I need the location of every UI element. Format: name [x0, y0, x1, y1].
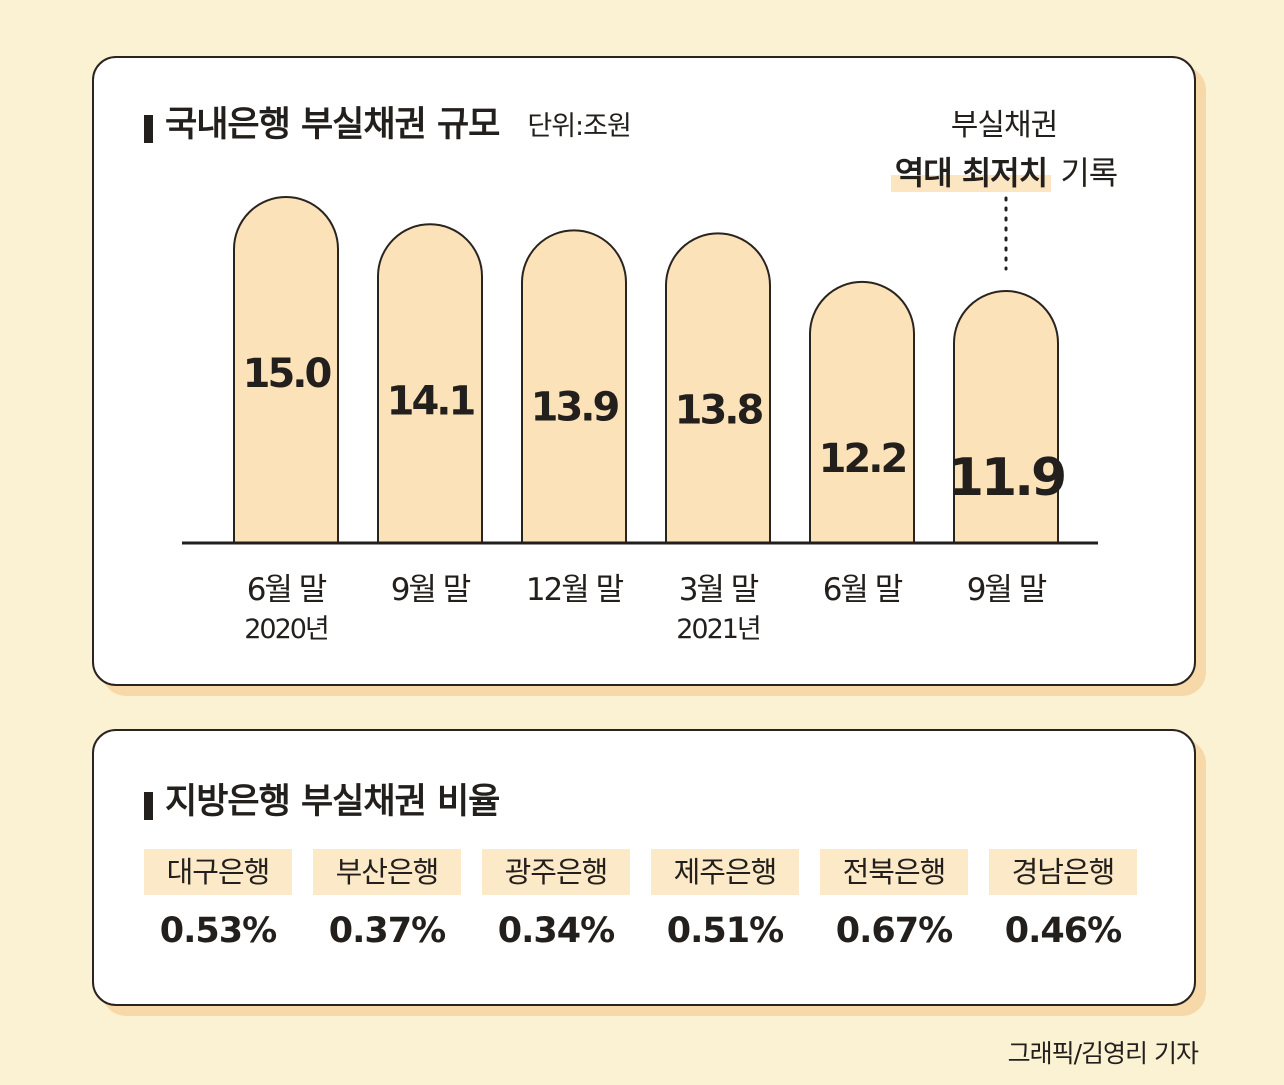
bank-column: 대구은행 0.53%: [144, 849, 292, 951]
x-tick-label: 6월 말: [247, 572, 327, 608]
annotation-highlight: 역대 최저치: [890, 154, 1052, 192]
bank-ratio: 0.51%: [666, 911, 784, 951]
bar-value-label: 13.9: [531, 384, 619, 430]
chart-title-row: 국내은행 부실채권 규모 단위:조원: [144, 96, 632, 147]
x-tick-label: 6월 말: [823, 572, 903, 608]
bank-name: 부산은행: [313, 849, 461, 895]
bank-ratio: 0.37%: [328, 911, 446, 951]
bar-value-label: 15.0: [243, 351, 331, 397]
bar-value-label: 13.8: [675, 387, 763, 433]
bank-ratio-table: 대구은행 0.53% 부산은행 0.37% 광주은행 0.34% 제주은행 0.…: [144, 849, 1137, 951]
bar: [809, 280, 915, 544]
graphic-credit: 그래픽/김영리 기자: [1007, 1039, 1199, 1068]
annotation-rest: 기록: [1060, 154, 1118, 192]
bar-value-label: 12.2: [819, 436, 906, 482]
bank-ratio: 0.67%: [835, 911, 953, 951]
bar-value-label: 11.9: [948, 448, 1064, 508]
x-tick-label: 3월 말: [679, 572, 759, 608]
bank-ratio: 0.34%: [497, 911, 615, 951]
bank-column: 제주은행 0.51%: [651, 849, 799, 951]
bar-chart-svg: 15.0 6월 말 2020년 14.1 9월 말 13.9 12월 말 13.8 3월 말 20…: [182, 196, 1098, 645]
x-tick-label: 9월 말: [967, 572, 1047, 608]
bar: [665, 232, 771, 544]
record-low-annotation: 부실채권 역대 최저치 기록: [854, 100, 1154, 194]
bank-ratio: 0.53%: [159, 911, 277, 951]
bank-column: 광주은행 0.34%: [482, 849, 630, 951]
annotation-line1: 부실채권: [950, 108, 1058, 143]
bank-ratio: 0.46%: [1004, 911, 1122, 951]
regional-title: 지방은행 부실채권 비율: [165, 782, 500, 822]
year-label: 2020년: [244, 614, 328, 645]
bar: [953, 290, 1059, 544]
bar: [377, 223, 483, 544]
year-label: 2021년: [676, 614, 760, 645]
bar-value-label: 14.1: [387, 378, 475, 424]
annotation-line2: 역대 최저치 기록: [854, 148, 1154, 194]
bank-name: 전북은행: [820, 849, 968, 895]
regional-title-row: 지방은행 부실채권 비율: [144, 773, 500, 824]
bank-name: 대구은행: [144, 849, 292, 895]
bank-column: 전북은행 0.67%: [820, 849, 968, 951]
bank-name: 제주은행: [651, 849, 799, 895]
bar: [233, 196, 339, 544]
x-tick-label: 12월 말: [526, 572, 624, 608]
bank-name: 광주은행: [482, 849, 630, 895]
bank-column: 부산은행 0.37%: [313, 849, 461, 951]
title-marker: [144, 115, 153, 143]
bad-loans-chart-card: 국내은행 부실채권 규모 단위:조원 부실채권 역대 최저치 기록 15.0 6월…: [92, 56, 1196, 686]
bank-name: 경남은행: [989, 849, 1137, 895]
x-tick-label: 9월 말: [391, 572, 471, 608]
bar: [521, 229, 627, 544]
regional-banks-card: 지방은행 부실채권 비율 대구은행 0.53% 부산은행 0.37% 광주은행 …: [92, 729, 1196, 1006]
bank-column: 경남은행 0.46%: [989, 849, 1137, 951]
chart-title: 국내은행 부실채권 규모: [165, 105, 500, 145]
unit-label: 단위:조원: [527, 111, 631, 142]
title-marker: [144, 792, 153, 820]
